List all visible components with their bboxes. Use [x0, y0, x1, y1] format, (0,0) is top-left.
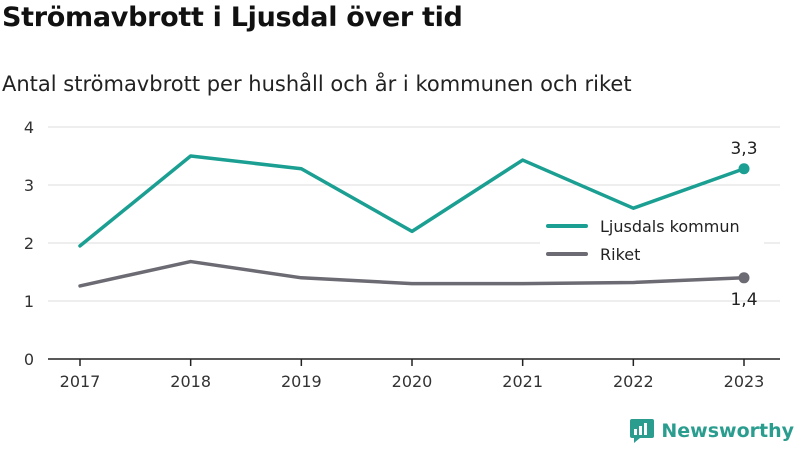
x-tick-label: 2023: [724, 372, 765, 391]
chart-subtitle: Antal strömavbrott per hushåll och år i …: [2, 72, 632, 96]
series-end-label-0: 3,3: [730, 139, 757, 159]
x-tick-label: 2018: [170, 372, 211, 391]
series-line-1: [78, 259, 746, 288]
y-tick-label: 2: [24, 234, 34, 253]
x-tick-label: 2019: [281, 372, 322, 391]
series-lines: 3,3 1,4: [78, 139, 758, 310]
y-tick-label: 4: [24, 118, 34, 137]
newsworthy-brand: Newsworthy: [629, 418, 794, 444]
y-axis-ticks: 0 1 2 3 4: [24, 118, 34, 369]
x-tick-label: 2022: [613, 372, 654, 391]
legend-background: [540, 211, 764, 269]
legend: Ljusdals kommun Riket: [540, 211, 764, 269]
series-end-point-0: [738, 163, 750, 175]
legend-label-0: Ljusdals kommun: [600, 217, 740, 236]
series-line-0: [78, 154, 746, 248]
x-tick-label: 2017: [60, 372, 101, 391]
y-tick-label: 3: [24, 176, 34, 195]
x-axis: 2017 2018 2019 2020 2021 2022 2023: [48, 358, 780, 391]
series-end-point-1: [738, 272, 750, 284]
series-end-label-1: 1,4: [730, 290, 757, 310]
y-tick-label: 0: [24, 350, 34, 369]
brand-name: Newsworthy: [661, 420, 794, 442]
chart-title: Strömavbrott i Ljusdal över tid: [2, 2, 463, 33]
x-tick-label: 2020: [392, 372, 433, 391]
y-tick-label: 1: [24, 292, 34, 311]
x-tick-label: 2021: [502, 372, 543, 391]
legend-label-1: Riket: [600, 245, 640, 264]
newsworthy-logo-icon: [630, 419, 655, 443]
